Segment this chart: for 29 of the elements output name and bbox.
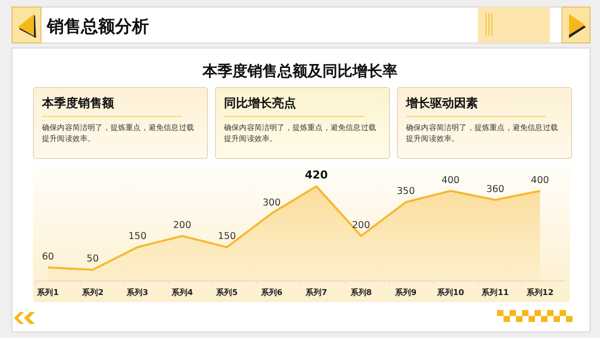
x-tick-label: 系列4 <box>170 288 194 297</box>
x-tick-label: 系列7 <box>304 288 328 297</box>
data-label: 200 <box>173 220 192 231</box>
data-label: 400 <box>441 174 460 186</box>
data-label: 400 <box>530 174 550 186</box>
data-label: 420 <box>304 168 328 182</box>
x-tick-label: 系列5 <box>215 288 238 297</box>
x-tick-label: 系列10 <box>436 288 465 297</box>
x-tick-label: 系列3 <box>126 288 148 297</box>
x-tick-label: 系列9 <box>394 288 418 297</box>
text: 同比增长亮点 <box>224 95 364 117</box>
data-label: 300 <box>262 197 281 208</box>
data-label: 350 <box>396 186 415 198</box>
x-tick-label: 系列2 <box>80 288 104 297</box>
data-label: 360 <box>486 184 504 195</box>
data-label: 200 <box>352 220 370 231</box>
x-tick-label: 系列1 <box>36 288 60 297</box>
x-tick-label: 系列8 <box>349 288 372 297</box>
text: 增长驱动因素 <box>406 95 546 117</box>
data-label: 150 <box>128 231 147 242</box>
x-tick-label: 系列12 <box>525 288 554 297</box>
chart-title: 本季度销售总额及同比增长率 <box>202 62 398 80</box>
text: 销售总额分析 <box>46 17 149 37</box>
x-tick-label: 系列11 <box>480 288 510 297</box>
data-label: 50 <box>86 254 99 265</box>
text: 本季度销售额 <box>42 95 182 117</box>
data-label: 60 <box>42 251 54 262</box>
data-label: 150 <box>218 231 236 242</box>
x-tick-label: 系列6 <box>260 288 283 297</box>
